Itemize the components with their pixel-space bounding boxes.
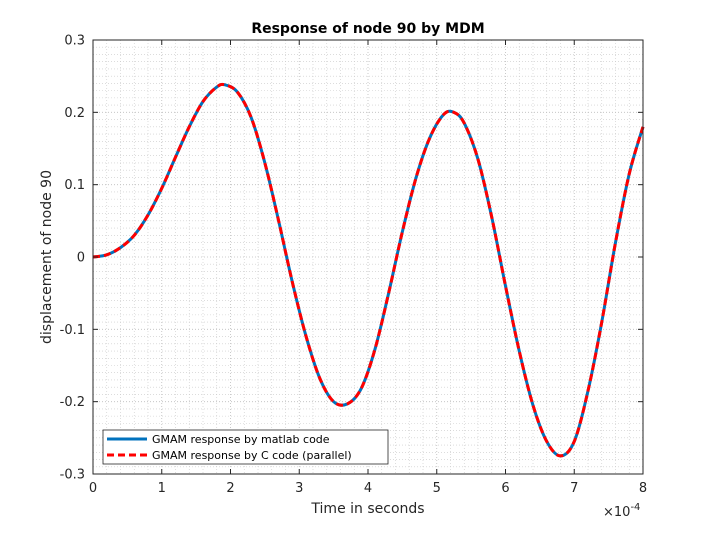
x-tick-label: 0 [89,481,97,496]
legend: GMAM response by matlab code GMAM respon… [102,429,389,465]
y-tick-label: 0 [77,251,85,266]
x-axis-exponent-base: ×10 [603,505,630,520]
x-tick-label: 3 [295,481,303,496]
y-tick-label: -0.1 [60,323,85,338]
y-tick-label: -0.3 [60,468,85,483]
legend-label-c-code: GMAM response by C code (parallel) [152,449,352,462]
legend-label-matlab: GMAM response by matlab code [152,433,330,446]
x-tick-label: 5 [433,481,441,496]
x-tick-labels: 0 1 2 3 4 5 6 7 8 [89,481,647,496]
y-tick-label: 0.1 [64,178,85,193]
x-axis-exponent: ×10-4 [603,502,640,520]
series-line-1 [92,82,645,458]
y-tick-label: 0.2 [64,106,85,121]
x-axis-label: Time in seconds [310,501,424,517]
x-tick-label: 6 [501,481,509,496]
x-tick-label: 4 [364,481,372,496]
y-tick-label: -0.2 [60,395,85,410]
chart-title: Response of node 90 by MDM [251,21,484,37]
y-tick-label: 0.3 [64,34,85,49]
x-tick-label: 1 [158,481,166,496]
tick-marks [92,39,644,475]
y-axis-label: displacement of node 90 [39,170,55,344]
series-layer [92,82,645,458]
x-axis-exponent-power: -4 [630,502,640,513]
x-tick-label: 8 [639,481,647,496]
y-tick-labels: 0.3 0.2 0.1 0 -0.1 -0.2 -0.3 [60,34,85,483]
x-tick-label: 2 [226,481,234,496]
legend-box [102,429,389,465]
x-tick-label: 7 [570,481,578,496]
